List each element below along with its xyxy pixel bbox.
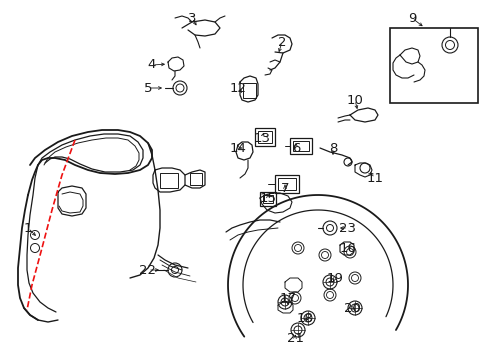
Text: 18: 18 (296, 311, 313, 324)
Text: 6: 6 (291, 141, 300, 154)
Bar (389, 28, 477, 103)
Bar (278, 178, 295, 190)
Text: 4: 4 (147, 58, 156, 72)
Text: 2: 2 (277, 36, 285, 49)
Text: 8: 8 (328, 141, 337, 154)
Text: 3: 3 (187, 12, 196, 24)
Text: 5: 5 (143, 81, 152, 94)
Bar (258, 131, 271, 143)
Bar (260, 192, 275, 206)
Bar (263, 195, 272, 203)
Bar (160, 173, 178, 188)
Bar (289, 138, 311, 154)
Text: 10: 10 (346, 94, 363, 107)
Bar (292, 141, 308, 151)
Bar (274, 175, 298, 193)
Text: 14: 14 (229, 141, 246, 154)
Text: 1: 1 (24, 221, 32, 234)
Text: 7: 7 (280, 181, 289, 194)
Text: 15: 15 (259, 192, 276, 204)
Text: 11: 11 (366, 171, 383, 184)
Bar (190, 173, 202, 185)
Text: 16: 16 (339, 242, 356, 255)
Bar (243, 83, 256, 98)
Text: 21: 21 (286, 332, 303, 345)
Text: 22: 22 (139, 264, 156, 276)
Text: 23: 23 (339, 221, 356, 234)
Text: 20: 20 (343, 302, 360, 315)
Bar (254, 128, 274, 146)
Text: 17: 17 (279, 292, 296, 305)
Text: 13: 13 (253, 131, 270, 144)
Text: 9: 9 (407, 12, 415, 24)
Text: 12: 12 (229, 81, 246, 94)
Text: 19: 19 (326, 271, 343, 284)
